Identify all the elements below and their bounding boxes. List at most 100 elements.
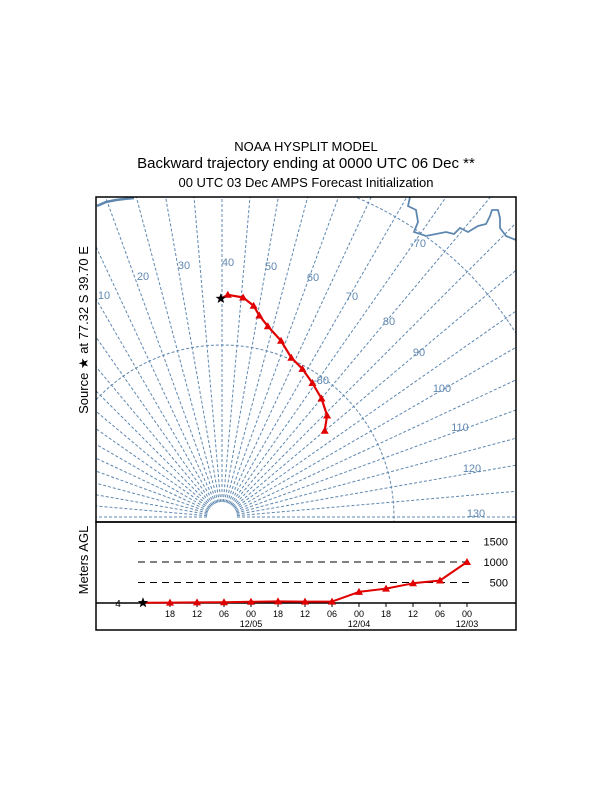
height-marker <box>274 597 282 605</box>
trajectory-marker <box>223 290 232 298</box>
trajectory-marker <box>263 322 272 330</box>
x-tick-label: 00 <box>246 609 256 619</box>
x-date-label: 12/04 <box>348 619 371 629</box>
height-marker <box>193 598 201 606</box>
trajectory-marker <box>323 411 332 419</box>
meridian-line <box>236 490 517 517</box>
meridian-label: 90 <box>413 347 425 359</box>
x-tick-label: 06 <box>435 609 445 619</box>
height-tick-label: 1000 <box>484 557 508 569</box>
x-tick-label: 06 <box>327 609 337 619</box>
meridian-line <box>235 409 517 513</box>
meridian-line <box>135 196 219 503</box>
height-marker <box>409 579 417 587</box>
meridian-label: 130 <box>467 508 485 520</box>
model-name: NOAA HYSPLIT MODEL <box>234 139 378 154</box>
meridian-label: 40 <box>222 257 234 269</box>
meridian-line <box>95 505 208 517</box>
meridian-label: 110 <box>451 422 469 434</box>
meridian-line <box>233 269 517 508</box>
x-tick-label: 12 <box>300 609 310 619</box>
coastline <box>406 196 517 241</box>
trajectory-marker <box>317 394 326 402</box>
x-tick-label: 12 <box>192 609 202 619</box>
meridian-line <box>193 196 222 503</box>
meridian-label: 50 <box>265 261 277 273</box>
height-marker <box>436 576 444 584</box>
x-tick-label: 06 <box>219 609 229 619</box>
trajectory-marker <box>320 426 329 434</box>
meridian-line <box>225 196 309 503</box>
parallel-arc <box>95 344 395 522</box>
height-marker <box>166 598 174 606</box>
meridian-line <box>227 196 372 504</box>
meridian-line <box>95 428 210 509</box>
meridian-line <box>95 443 210 510</box>
trajectory-marker <box>255 311 264 319</box>
map-panel: 10 20 30 40 50 60 70 80 90 100 110 120 130 -80 -70 <box>95 196 517 522</box>
height-marker <box>301 597 309 605</box>
meridian-line <box>95 494 208 515</box>
trajectory-marker <box>239 293 248 301</box>
meridian-line <box>222 196 251 503</box>
meridian-label: 100 <box>433 383 451 395</box>
meridian-line <box>95 336 214 505</box>
chart-title: Backward trajectory ending at 0000 UTC 0… <box>137 155 475 172</box>
meridian-line <box>229 196 408 505</box>
x-date-label: 12/05 <box>240 619 263 629</box>
meridian-label: 30 <box>178 260 190 272</box>
pole-cap <box>208 508 236 522</box>
meridian-line <box>95 246 217 504</box>
meridian-label: 60 <box>307 272 319 284</box>
source-height-label: 4 <box>115 599 121 610</box>
source-star-icon <box>215 293 227 303</box>
trajectory-marker <box>249 301 258 309</box>
meridian-line <box>226 196 339 504</box>
trajectory-marker <box>298 364 307 372</box>
height-marker <box>328 597 336 605</box>
trajectory-marker <box>277 336 285 344</box>
height-marker <box>463 558 471 565</box>
meridian-line <box>95 366 213 506</box>
meridian-label: 70 <box>346 291 358 303</box>
meridian-line <box>165 196 220 503</box>
x-tick-label: 00 <box>354 609 364 619</box>
map-ylabel: Source ★ at 77.32 S 39.70 E <box>76 246 91 414</box>
hysplit-chart: 10 20 30 40 50 60 70 80 90 100 110 120 130 -80 -70 500… <box>76 196 517 631</box>
meridian-line <box>234 310 517 509</box>
height-tick-label: 500 <box>490 578 508 590</box>
height-marker <box>247 597 255 605</box>
meridian-label: 20 <box>137 271 149 283</box>
height-marker <box>220 598 228 606</box>
meridian-line <box>95 410 211 508</box>
x-date-label: 12/03 <box>456 619 479 629</box>
x-tick-label: 18 <box>165 609 175 619</box>
meridian-line <box>95 390 212 507</box>
meridian-line <box>105 196 218 504</box>
meridian-line <box>236 464 517 515</box>
meridian-line <box>231 196 491 506</box>
meridian-line <box>95 457 209 512</box>
meridian-line <box>232 222 517 507</box>
source-star-icon <box>137 597 149 608</box>
chart-subtitle: 00 UTC 03 Dec AMPS Forecast Initializati… <box>178 175 434 190</box>
height-ylabel: Meters AGL <box>76 526 91 595</box>
parallel-label: -70 <box>410 238 426 250</box>
meridian-line <box>235 379 517 512</box>
parallel-arc <box>357 197 517 334</box>
height-marker <box>382 584 390 592</box>
parallel-label: -80 <box>313 375 329 387</box>
meridian-line <box>230 196 447 505</box>
meridian-label: 120 <box>463 463 481 475</box>
x-tick-label: 18 <box>381 609 391 619</box>
meridian-line <box>234 346 517 510</box>
height-tick-label: 1500 <box>484 537 508 549</box>
meridian-line <box>95 482 208 514</box>
x-tick-label: 18 <box>273 609 283 619</box>
meridian-label: 80 <box>383 316 395 328</box>
trajectory-marker <box>308 379 317 386</box>
x-tick-label: 12 <box>408 609 418 619</box>
meridian-line <box>224 196 279 503</box>
trajectory-marker <box>287 353 296 361</box>
